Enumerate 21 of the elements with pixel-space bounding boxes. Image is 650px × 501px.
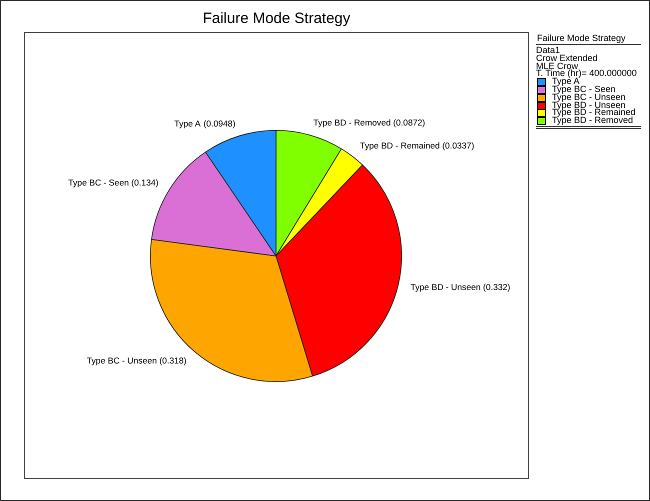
slice-label: Type BD - Unseen	[410, 282, 481, 292]
legend-title: Failure Mode Strategy	[536, 32, 641, 45]
legend-label: Type BD - Remained	[552, 107, 636, 118]
data-label: (0.332)	[483, 282, 510, 292]
legend-label: Type BD - Removed	[552, 115, 634, 126]
slice-label: Type BC - Unseen	[86, 356, 158, 366]
data-label: (0.0948)	[203, 118, 236, 128]
text: T. Time (hr)= 400.000000	[536, 68, 638, 78]
slice-label: Type BD - Removed	[313, 117, 391, 128]
data-label: (0.134)	[131, 178, 159, 188]
data-label: (0.318)	[159, 356, 187, 366]
text: MLE Crow	[536, 60, 578, 71]
chart-title: Failure Mode Strategy	[202, 10, 352, 28]
legend-label: Type A	[552, 76, 580, 86]
slice-label: Type BD - Remained	[360, 140, 440, 151]
slice-label: Type BC - Seen	[68, 178, 130, 188]
text: Crow Extended	[536, 52, 599, 63]
data-label: (0.0872)	[393, 117, 426, 128]
data-label: (0.0337)	[442, 140, 474, 151]
text: Data1	[536, 45, 560, 55]
slice-label: Type A	[174, 118, 201, 128]
